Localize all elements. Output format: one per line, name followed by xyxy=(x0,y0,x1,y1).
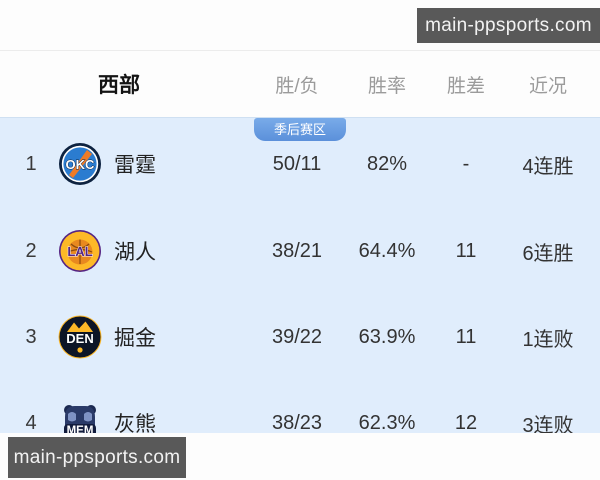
playoff-zone: 季后赛区 1 OKC 雷霆 50/11 82% - 4连胜 2 xyxy=(0,117,600,433)
watermark-bottom: main-ppsports.com xyxy=(8,437,186,478)
team-name: 湖人 xyxy=(114,241,156,264)
svg-text:DEN: DEN xyxy=(66,331,93,346)
streak-value: 6连胜 xyxy=(522,242,574,265)
record-value: 50/11 xyxy=(272,152,322,175)
gamesbehind-value: 11 xyxy=(455,325,477,348)
gamesbehind-value: 11 xyxy=(455,239,477,262)
winpct-value: 64.4% xyxy=(358,239,416,262)
watermark-text: main-ppsports.com xyxy=(425,14,592,36)
winpct-value: 63.9% xyxy=(358,325,416,348)
column-header-record: 胜/负 xyxy=(275,76,319,97)
streak-value: 4连胜 xyxy=(522,155,574,178)
streak-value: 1连败 xyxy=(522,328,574,351)
table-row[interactable]: 4 MEM 灰熊 38/23 62.3% 12 3连败 xyxy=(0,380,600,433)
streak-value: 3连败 xyxy=(522,414,574,434)
table-row[interactable]: 2 LAL 湖人 38/21 64.4% 11 6连胜 xyxy=(0,208,600,294)
team-name: 掘金 xyxy=(114,327,156,350)
den-nuggets-logo-icon: DEN xyxy=(58,315,102,359)
okc-thunder-logo-icon: OKC xyxy=(58,142,102,186)
table-row[interactable]: 1 OKC 雷霆 50/11 82% - 4连胜 xyxy=(0,121,600,207)
column-header-winpct: 胜率 xyxy=(367,76,406,97)
team-name: 灰熊 xyxy=(114,413,156,433)
lal-lakers-logo-icon: LAL xyxy=(58,229,102,273)
mem-grizzlies-logo-icon: MEM xyxy=(58,401,102,433)
record-value: 38/21 xyxy=(271,239,323,262)
watermark-top: main-ppsports.com xyxy=(417,8,600,43)
rank: 1 xyxy=(25,152,37,175)
svg-text:MEM: MEM xyxy=(67,425,94,433)
record-value: 39/22 xyxy=(271,325,323,348)
winpct-value: 62.3% xyxy=(358,411,416,434)
record-value: 38/23 xyxy=(271,411,323,434)
svg-text:LAL: LAL xyxy=(67,244,92,259)
column-header-gamesbehind: 胜差 xyxy=(446,76,485,97)
tab-west-conference[interactable]: 西部 xyxy=(98,74,140,97)
rank: 4 xyxy=(25,411,37,434)
winpct-value: 82% xyxy=(366,152,408,175)
column-header-streak: 近况 xyxy=(528,76,567,97)
svg-text:OKC: OKC xyxy=(66,157,96,172)
table-row[interactable]: 3 DEN 掘金 39/22 63.9% 11 1连败 xyxy=(0,294,600,380)
playoff-zone-badge: 季后赛区 xyxy=(254,118,346,141)
header-divider xyxy=(0,50,600,51)
watermark-text: main-ppsports.com xyxy=(13,446,181,468)
team-name: 雷霆 xyxy=(114,154,156,177)
gamesbehind-value: 12 xyxy=(454,411,478,434)
rank: 3 xyxy=(25,325,37,348)
rank: 2 xyxy=(25,239,37,262)
gamesbehind-value: - xyxy=(462,152,470,175)
